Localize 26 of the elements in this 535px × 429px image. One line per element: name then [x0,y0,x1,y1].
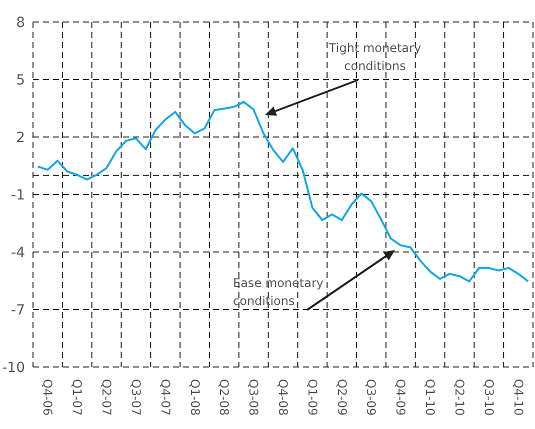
x-tick-label: Q1-07 [70,379,84,416]
x-tick-label: Q3-10 [482,379,496,416]
x-tick-label: Q1-08 [188,379,202,416]
x-tick-label: Q4-08 [276,379,290,416]
annotation: Ease monetary conditions [233,276,324,308]
y-tick-label: -10 [2,360,25,376]
x-tick-label: Q3-09 [364,379,378,416]
x-tick-label: Q1-09 [305,379,320,416]
x-tick-label: Q3-07 [128,379,143,416]
x-tick-label: Q2-10 [452,379,466,416]
x-tick-label: Q1-10 [423,379,438,416]
y-tick-label: -7 [11,302,25,318]
x-tick-label: Q2-08 [217,379,232,416]
x-tick-label: Q4-09 [394,379,408,416]
y-tick-label: 2 [16,130,25,146]
y-tick-label: -4 [11,244,26,261]
x-tick-label: Q4-06 [40,379,55,416]
x-tick-label: Q4-07 [158,379,172,416]
x-tick-label: Q3-08 [246,379,261,416]
y-tick-label: -1 [11,187,25,204]
y-tick-label: 8 [16,14,25,31]
annotation: Tight monetary conditions [328,41,422,73]
x-tick-label: Q2-09 [334,379,349,416]
x-tick-label: Q2-07 [100,379,114,416]
x-tick-label: Q4-10 [511,379,526,416]
y-tick-label: 5 [16,72,25,88]
